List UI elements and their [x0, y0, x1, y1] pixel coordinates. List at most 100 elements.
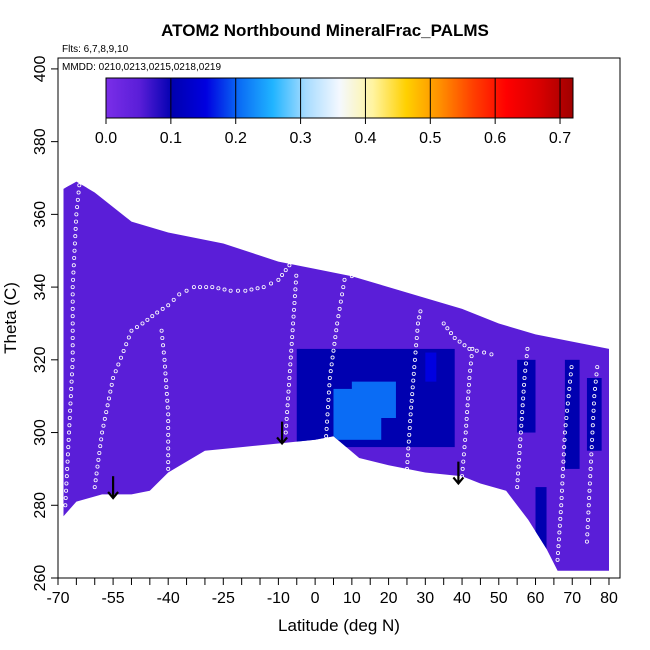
track-point: [99, 437, 104, 442]
dates-note: MMDD: 0210,0213,0215,0218,0219: [62, 62, 221, 73]
heatmap-cell: [535, 487, 547, 549]
track-point: [466, 396, 471, 401]
track-point: [64, 488, 69, 493]
track-point: [162, 357, 167, 362]
track-point: [73, 219, 78, 224]
track-point: [64, 481, 69, 486]
x-tick-label: 80: [600, 590, 618, 607]
track-point: [290, 328, 295, 333]
track-point: [326, 397, 331, 402]
track-point: [109, 382, 114, 387]
track-point: [70, 314, 75, 319]
track-point: [586, 503, 591, 508]
track-point: [70, 335, 75, 340]
track-point: [517, 444, 522, 449]
track-point: [523, 361, 528, 366]
track-point: [171, 297, 176, 302]
x-tick-label: -70: [46, 590, 69, 607]
track-point: [369, 270, 374, 275]
heatmap-cell: [351, 381, 396, 418]
track-point: [568, 372, 573, 377]
track-point: [72, 248, 77, 253]
track-point: [587, 481, 592, 486]
track-point: [482, 350, 487, 355]
track-point: [64, 474, 69, 479]
track-point: [283, 430, 288, 435]
track-point: [284, 423, 289, 428]
track-point: [566, 394, 571, 399]
colorbar-tick-label: 0.2: [225, 130, 247, 147]
track-point: [75, 197, 80, 202]
track-point: [415, 328, 420, 333]
track-point: [67, 423, 72, 428]
heatmap-cell: [517, 359, 536, 433]
y-axis: 260 280 300 320 340 360 380 400: [32, 55, 58, 591]
x-tick-label: -40: [157, 590, 180, 607]
track-point: [411, 378, 416, 383]
track-point: [562, 437, 567, 442]
y-tick-label: 260: [32, 565, 49, 592]
track-point: [406, 439, 411, 444]
track-point: [460, 466, 465, 471]
track-point: [523, 368, 528, 373]
track-point: [124, 342, 129, 347]
track-point: [235, 288, 240, 293]
track-point: [417, 315, 422, 320]
track-point: [412, 365, 417, 370]
track-point: [335, 321, 340, 326]
track-point: [519, 416, 524, 421]
track-point: [462, 445, 467, 450]
track-point: [287, 263, 292, 268]
track-point: [333, 335, 338, 340]
track-point: [593, 386, 598, 391]
track-point: [70, 321, 75, 326]
track-point: [269, 281, 274, 286]
track-point: [165, 398, 170, 403]
track-point: [590, 430, 595, 435]
track-point: [118, 355, 123, 360]
track-point: [71, 270, 76, 275]
track-point: [161, 350, 166, 355]
track-point: [588, 474, 593, 479]
track-point: [404, 466, 409, 471]
track-point: [590, 437, 595, 442]
track-point: [408, 412, 413, 417]
track-point: [70, 365, 75, 370]
track-point: [289, 341, 294, 346]
colorbar-ticks: 0.0 0.1 0.2 0.3 0.4 0.5 0.6 0.7: [95, 78, 571, 147]
track-point: [593, 379, 598, 384]
track-point: [285, 403, 290, 408]
track-point: [324, 434, 329, 439]
track-point: [558, 516, 563, 521]
track-point: [327, 383, 332, 388]
x-tick-label: -10: [267, 590, 290, 607]
track-point: [331, 348, 336, 353]
x-tick-label: 40: [453, 590, 471, 607]
track-point: [414, 343, 419, 348]
track-point: [341, 285, 346, 290]
track-point: [590, 423, 595, 428]
x-tick-label: 70: [563, 590, 581, 607]
track-point: [71, 277, 76, 282]
track-point: [560, 481, 565, 486]
track-point: [467, 375, 472, 380]
track-point: [290, 335, 295, 340]
track-point: [407, 425, 412, 430]
track-point: [65, 459, 70, 464]
track-point: [468, 368, 473, 373]
track-point: [162, 364, 167, 369]
track-point: [276, 277, 281, 282]
track-point: [560, 474, 565, 479]
track-point: [70, 299, 75, 304]
track-point: [516, 457, 521, 462]
track-point: [325, 419, 330, 424]
track-point: [519, 423, 524, 428]
track-point: [470, 346, 475, 351]
track-point: [166, 425, 171, 430]
track-point: [413, 350, 418, 355]
track-point: [101, 423, 106, 428]
track-point: [72, 255, 77, 260]
track-point: [337, 306, 342, 311]
track-point: [363, 270, 368, 275]
track-point: [586, 510, 591, 515]
